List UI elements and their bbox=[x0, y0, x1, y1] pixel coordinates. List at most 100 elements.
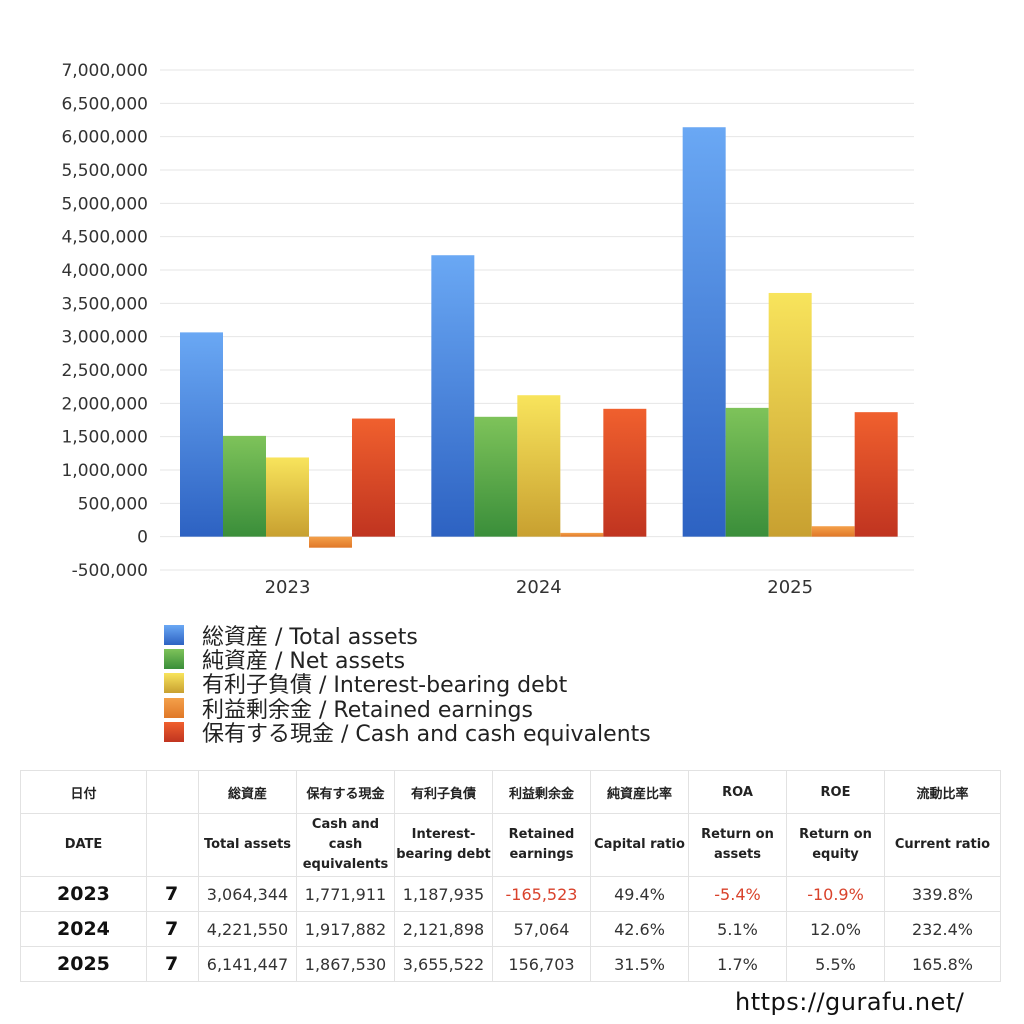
legend-item-net-assets: 純資産 / Net assets bbox=[164, 647, 651, 674]
header-cell: 総資産 bbox=[198, 770, 297, 814]
bar-2024-series-0 bbox=[431, 255, 475, 537]
x-tick-label: 2023 bbox=[265, 577, 311, 598]
y-tick-label: 4,000,000 bbox=[61, 261, 148, 281]
bar-2025-series-4 bbox=[854, 412, 898, 537]
header-cell: ROA bbox=[688, 770, 787, 814]
y-tick-label: 0 bbox=[137, 528, 148, 548]
table-row: 2023 7 3,064,344 1,771,911 1,187,935 -16… bbox=[20, 876, 1001, 912]
header-cell: Return on equity bbox=[786, 813, 885, 877]
legend-label: 保有する現金 / Cash and cash equivalents bbox=[202, 721, 651, 747]
y-tick-label: 2,000,000 bbox=[61, 394, 148, 414]
bar-2024-series-4 bbox=[603, 408, 647, 537]
header-cell: 有利子負債 bbox=[394, 770, 493, 814]
retained-earnings-cell: 156,703 bbox=[492, 946, 591, 982]
bar-2025-series-3 bbox=[811, 526, 855, 537]
y-tick-label: 2,500,000 bbox=[61, 361, 148, 381]
x-tick-label: 2025 bbox=[767, 577, 813, 598]
legend-item-interest-bearing-debt: 有利子負債 / Interest-bearing debt bbox=[164, 671, 651, 698]
legend-label: 有利子負債 / Interest-bearing debt bbox=[202, 673, 568, 699]
y-tick-label: 4,500,000 bbox=[61, 228, 148, 248]
current-ratio-cell: 232.4% bbox=[884, 911, 1001, 947]
cash-cell: 1,867,530 bbox=[296, 946, 395, 982]
roe-cell: 5.5% bbox=[786, 946, 885, 982]
capital-ratio-cell: 31.5% bbox=[590, 946, 689, 982]
year-cell: 2023 bbox=[20, 876, 147, 912]
legend-label: 純資産 / Net assets bbox=[202, 649, 406, 675]
month-cell: 7 bbox=[146, 876, 199, 912]
header-cell: Retained earnings bbox=[492, 813, 591, 877]
header-cell: Capital ratio bbox=[590, 813, 689, 877]
header-cell: Current ratio bbox=[884, 813, 1001, 877]
header-cell: 流動比率 bbox=[884, 770, 1001, 814]
total-assets-cell: 4,221,550 bbox=[198, 911, 297, 947]
debt-cell: 3,655,522 bbox=[394, 946, 493, 982]
x-tick-label: 2024 bbox=[516, 577, 562, 598]
legend-item-total-assets: 総資産 / Total assets bbox=[164, 623, 651, 650]
total-assets-cell: 6,141,447 bbox=[198, 946, 297, 982]
legend-swatch bbox=[164, 697, 184, 718]
current-ratio-cell: 339.8% bbox=[884, 876, 1001, 912]
legend-label: 総資産 / Total assets bbox=[202, 625, 418, 651]
year-cell: 2025 bbox=[20, 946, 147, 982]
legend-swatch bbox=[164, 625, 184, 646]
roa-cell: 1.7% bbox=[688, 946, 787, 982]
header-cell: DATE bbox=[20, 813, 147, 877]
roe-cell: -10.9% bbox=[786, 876, 885, 912]
source-url[interactable]: https://gurafu.net/ bbox=[735, 988, 965, 1016]
header-cell: 純資産比率 bbox=[590, 770, 689, 814]
legend-item-cash: 保有する現金 / Cash and cash equivalents bbox=[164, 720, 651, 747]
bar-2024-series-2 bbox=[517, 395, 561, 537]
bar-2024-series-1 bbox=[474, 416, 518, 537]
legend-item-retained-earnings: 利益剰余金 / Retained earnings bbox=[164, 696, 651, 723]
bar-2025-series-1 bbox=[725, 407, 769, 537]
y-tick-label: 3,000,000 bbox=[61, 328, 148, 348]
financial-table: 日付 総資産 保有する現金 有利子負債 利益剰余金 純資産比率 ROA ROE … bbox=[20, 770, 1001, 982]
header-cell: 日付 bbox=[20, 770, 147, 814]
y-tick-label: 5,000,000 bbox=[61, 194, 148, 214]
current-ratio-cell: 165.8% bbox=[884, 946, 1001, 982]
header-cell: ROE bbox=[786, 770, 885, 814]
bar-2023-series-1 bbox=[223, 435, 266, 537]
header-cell: Total assets bbox=[198, 813, 297, 877]
x-axis-tick-labels: 2023 2024 2025 bbox=[265, 577, 813, 598]
debt-cell: 1,187,935 bbox=[394, 876, 493, 912]
y-tick-label: -500,000 bbox=[72, 561, 148, 581]
legend: 総資産 / Total assets 純資産 / Net assets 有利子負… bbox=[164, 623, 651, 747]
legend-swatch bbox=[164, 721, 184, 742]
header-cell: 利益剰余金 bbox=[492, 770, 591, 814]
bar-chart: 7,000,000 6,500,000 6,000,000 5,500,000 5,00… bbox=[61, 61, 914, 598]
bar-2025-series-2 bbox=[768, 292, 812, 537]
capital-ratio-cell: 42.6% bbox=[590, 911, 689, 947]
bar-2023-series-3 bbox=[309, 536, 352, 548]
y-tick-label: 6,500,000 bbox=[61, 94, 148, 114]
total-assets-cell: 3,064,344 bbox=[198, 876, 297, 912]
month-cell: 7 bbox=[146, 946, 199, 982]
legend-swatch bbox=[164, 673, 184, 694]
cash-cell: 1,771,911 bbox=[296, 876, 395, 912]
capital-ratio-cell: 49.4% bbox=[590, 876, 689, 912]
y-tick-label: 5,500,000 bbox=[61, 161, 148, 181]
bar-2024-series-3 bbox=[560, 532, 604, 537]
header-cell: Cash and cash equivalents bbox=[296, 813, 395, 877]
retained-earnings-cell: -165,523 bbox=[492, 876, 591, 912]
y-tick-label: 1,000,000 bbox=[61, 461, 148, 481]
y-axis-tick-labels: 7,000,000 6,500,000 6,000,000 5,500,000 5,00… bbox=[61, 61, 148, 581]
y-tick-label: 6,000,000 bbox=[61, 128, 148, 148]
y-tick-label: 7,000,000 bbox=[61, 61, 148, 81]
bar-2023-series-0 bbox=[180, 332, 223, 537]
cash-cell: 1,917,882 bbox=[296, 911, 395, 947]
header-cell: Interest-bearing debt bbox=[394, 813, 493, 877]
table-header-jp: 日付 総資産 保有する現金 有利子負債 利益剰余金 純資産比率 ROA ROE … bbox=[20, 770, 1001, 814]
month-cell: 7 bbox=[146, 911, 199, 947]
bar-2025-series-0 bbox=[682, 127, 726, 537]
retained-earnings-cell: 57,064 bbox=[492, 911, 591, 947]
table-row: 2025 7 6,141,447 1,867,530 3,655,522 156… bbox=[20, 946, 1001, 982]
year-cell: 2024 bbox=[20, 911, 147, 947]
legend-swatch bbox=[164, 649, 184, 670]
legend-label: 利益剰余金 / Retained earnings bbox=[202, 697, 533, 723]
roa-cell: -5.4% bbox=[688, 876, 787, 912]
roe-cell: 12.0% bbox=[786, 911, 885, 947]
y-tick-label: 500,000 bbox=[78, 494, 148, 514]
table-header-en: DATE Total assets Cash and cash equivale… bbox=[20, 813, 1001, 877]
y-tick-label: 1,500,000 bbox=[61, 428, 148, 448]
